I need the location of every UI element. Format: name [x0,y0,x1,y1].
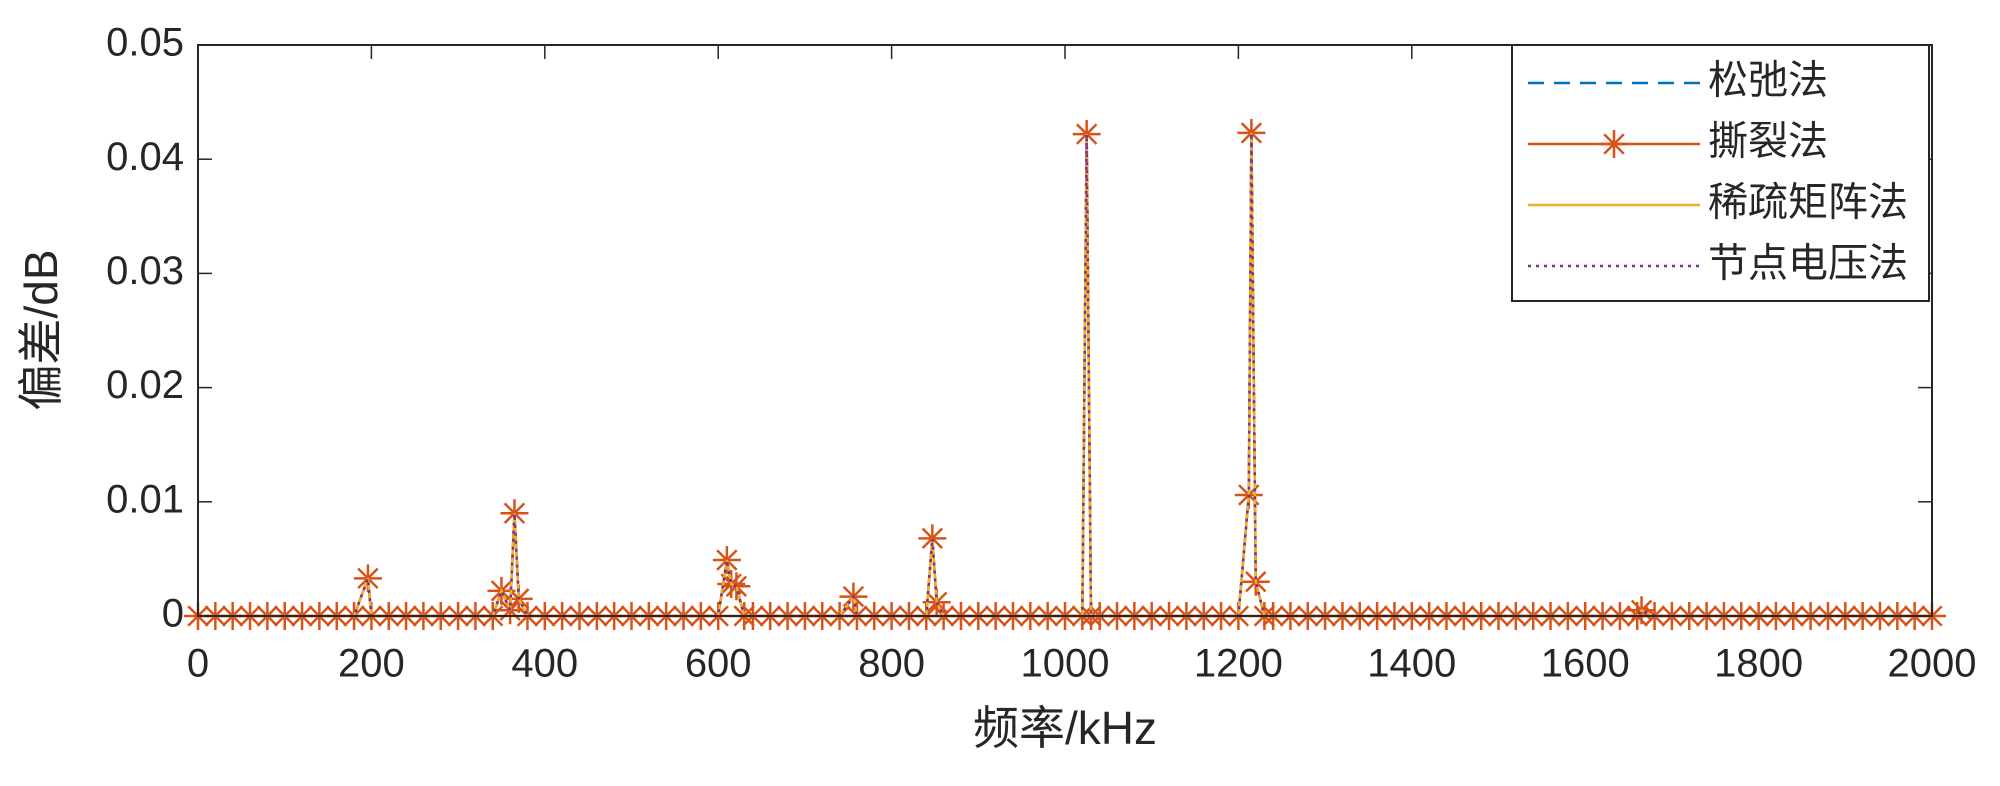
y-tick-label: 0.01 [106,477,184,521]
y-axis-label: 偏差/dB [15,249,67,410]
x-tick-label: 1600 [1541,642,1630,686]
legend-label: 稀疏矩阵法 [1708,181,1908,225]
legend-label: 松弛法 [1708,59,1828,103]
marker-stroke [1603,133,1625,155]
axes-box [197,44,1933,617]
x-tick-label: 400 [511,642,578,686]
y-tick-label: 0.04 [106,135,184,179]
legend-label: 节点电压法 [1708,242,1908,286]
legend-item: 撕裂法 [1528,120,1828,164]
legend-box [1511,44,1930,302]
x-tick-label: 2000 [1888,642,1977,686]
x-tick-label: 200 [338,642,405,686]
y-tick-label: 0 [162,592,184,636]
y-tick-label: 0.05 [106,21,184,65]
x-tick-label: 600 [685,642,752,686]
legend-item: 节点电压法 [1528,242,1908,286]
legend-label: 撕裂法 [1708,120,1828,164]
x-tick-label: 1200 [1194,642,1283,686]
x-tick-label: 1800 [1714,642,1803,686]
x-axis-label: 频率/kHz [973,702,1157,754]
legend-item: 稀疏矩阵法 [1528,181,1908,225]
legend-item: 松弛法 [1528,59,1828,103]
y-tick-label: 0.03 [106,249,184,293]
x-tick-label: 1400 [1367,642,1456,686]
x-tick-label: 0 [187,642,209,686]
y-tick-label: 0.02 [106,363,184,407]
x-tick-label: 800 [858,642,925,686]
x-tick-label: 1000 [1021,642,1110,686]
